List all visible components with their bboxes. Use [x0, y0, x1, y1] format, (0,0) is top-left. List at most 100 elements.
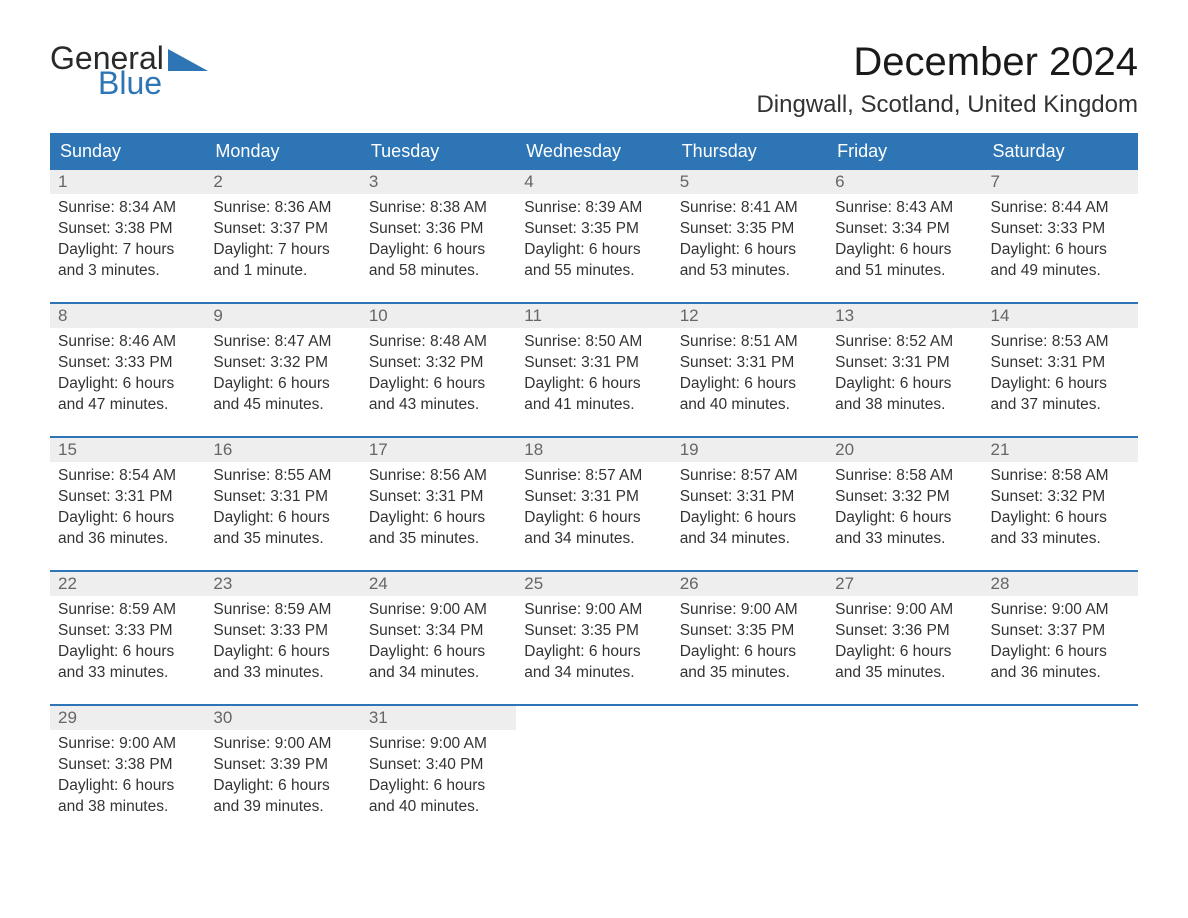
day-number: 4 — [516, 170, 671, 194]
sunrise-line: Sunrise: 8:38 AM — [369, 198, 508, 219]
day-number: 17 — [361, 438, 516, 462]
calendar: Sunday Monday Tuesday Wednesday Thursday… — [50, 133, 1138, 828]
sunrise-line: Sunrise: 8:47 AM — [213, 332, 352, 353]
daylight-line-2: and 41 minutes. — [524, 395, 663, 416]
day-body: Sunrise: 8:52 AMSunset: 3:31 PMDaylight:… — [827, 328, 982, 422]
day-cell: 20Sunrise: 8:58 AMSunset: 3:32 PMDayligh… — [827, 438, 982, 560]
day-cell: 4Sunrise: 8:39 AMSunset: 3:35 PMDaylight… — [516, 170, 671, 292]
daylight-line-1: Daylight: 6 hours — [680, 374, 819, 395]
day-cell — [983, 706, 1138, 828]
day-body: Sunrise: 9:00 AMSunset: 3:38 PMDaylight:… — [50, 730, 205, 824]
day-number: 15 — [50, 438, 205, 462]
sunrise-line: Sunrise: 9:00 AM — [835, 600, 974, 621]
day-cell: 21Sunrise: 8:58 AMSunset: 3:32 PMDayligh… — [983, 438, 1138, 560]
day-number: 28 — [983, 572, 1138, 596]
day-number: 27 — [827, 572, 982, 596]
day-cell: 10Sunrise: 8:48 AMSunset: 3:32 PMDayligh… — [361, 304, 516, 426]
day-body: Sunrise: 8:57 AMSunset: 3:31 PMDaylight:… — [516, 462, 671, 556]
daylight-line-1: Daylight: 6 hours — [213, 374, 352, 395]
weekday-cell: Monday — [205, 135, 360, 168]
logo: General Blue — [50, 40, 208, 102]
day-cell: 11Sunrise: 8:50 AMSunset: 3:31 PMDayligh… — [516, 304, 671, 426]
daylight-line-2: and 33 minutes. — [991, 529, 1130, 550]
daylight-line-2: and 45 minutes. — [213, 395, 352, 416]
location: Dingwall, Scotland, United Kingdom — [756, 91, 1138, 119]
day-body: Sunrise: 8:55 AMSunset: 3:31 PMDaylight:… — [205, 462, 360, 556]
weekday-header-row: Sunday Monday Tuesday Wednesday Thursday… — [50, 133, 1138, 168]
day-body: Sunrise: 8:57 AMSunset: 3:31 PMDaylight:… — [672, 462, 827, 556]
sunrise-line: Sunrise: 8:51 AM — [680, 332, 819, 353]
sunset-line: Sunset: 3:35 PM — [680, 219, 819, 240]
daylight-line-1: Daylight: 6 hours — [213, 642, 352, 663]
day-body: Sunrise: 8:59 AMSunset: 3:33 PMDaylight:… — [205, 596, 360, 690]
sunset-line: Sunset: 3:31 PM — [680, 487, 819, 508]
day-number: 2 — [205, 170, 360, 194]
sunrise-line: Sunrise: 8:54 AM — [58, 466, 197, 487]
day-number: 3 — [361, 170, 516, 194]
sunrise-line: Sunrise: 9:00 AM — [369, 600, 508, 621]
daylight-line-2: and 35 minutes. — [835, 663, 974, 684]
daylight-line-1: Daylight: 6 hours — [680, 642, 819, 663]
daylight-line-1: Daylight: 6 hours — [835, 374, 974, 395]
day-body: Sunrise: 8:44 AMSunset: 3:33 PMDaylight:… — [983, 194, 1138, 288]
sunrise-line: Sunrise: 8:53 AM — [991, 332, 1130, 353]
daylight-line-1: Daylight: 6 hours — [369, 776, 508, 797]
week-row: 29Sunrise: 9:00 AMSunset: 3:38 PMDayligh… — [50, 704, 1138, 828]
sunrise-line: Sunrise: 8:57 AM — [680, 466, 819, 487]
day-cell: 26Sunrise: 9:00 AMSunset: 3:35 PMDayligh… — [672, 572, 827, 694]
daylight-line-1: Daylight: 6 hours — [991, 240, 1130, 261]
daylight-line-1: Daylight: 6 hours — [835, 240, 974, 261]
day-cell — [672, 706, 827, 828]
day-cell: 29Sunrise: 9:00 AMSunset: 3:38 PMDayligh… — [50, 706, 205, 828]
weekday-cell: Wednesday — [516, 135, 671, 168]
daylight-line-2: and 36 minutes. — [58, 529, 197, 550]
sunrise-line: Sunrise: 8:34 AM — [58, 198, 197, 219]
day-cell: 30Sunrise: 9:00 AMSunset: 3:39 PMDayligh… — [205, 706, 360, 828]
day-body: Sunrise: 8:46 AMSunset: 3:33 PMDaylight:… — [50, 328, 205, 422]
daylight-line-2: and 33 minutes. — [58, 663, 197, 684]
day-number: 1 — [50, 170, 205, 194]
sunset-line: Sunset: 3:36 PM — [835, 621, 974, 642]
day-number: 8 — [50, 304, 205, 328]
daylight-line-1: Daylight: 6 hours — [991, 642, 1130, 663]
daylight-line-2: and 38 minutes. — [835, 395, 974, 416]
sunrise-line: Sunrise: 8:58 AM — [991, 466, 1130, 487]
sunrise-line: Sunrise: 8:56 AM — [369, 466, 508, 487]
daylight-line-1: Daylight: 6 hours — [213, 508, 352, 529]
day-cell: 1Sunrise: 8:34 AMSunset: 3:38 PMDaylight… — [50, 170, 205, 292]
day-body: Sunrise: 8:51 AMSunset: 3:31 PMDaylight:… — [672, 328, 827, 422]
sunrise-line: Sunrise: 8:39 AM — [524, 198, 663, 219]
daylight-line-2: and 1 minute. — [213, 261, 352, 282]
day-body: Sunrise: 8:54 AMSunset: 3:31 PMDaylight:… — [50, 462, 205, 556]
day-body: Sunrise: 8:36 AMSunset: 3:37 PMDaylight:… — [205, 194, 360, 288]
sunset-line: Sunset: 3:34 PM — [369, 621, 508, 642]
sunset-line: Sunset: 3:33 PM — [991, 219, 1130, 240]
day-number: 5 — [672, 170, 827, 194]
day-cell: 15Sunrise: 8:54 AMSunset: 3:31 PMDayligh… — [50, 438, 205, 560]
sunset-line: Sunset: 3:31 PM — [991, 353, 1130, 374]
week-row: 1Sunrise: 8:34 AMSunset: 3:38 PMDaylight… — [50, 168, 1138, 292]
daylight-line-1: Daylight: 6 hours — [524, 642, 663, 663]
sunrise-line: Sunrise: 8:55 AM — [213, 466, 352, 487]
day-cell: 27Sunrise: 9:00 AMSunset: 3:36 PMDayligh… — [827, 572, 982, 694]
daylight-line-2: and 40 minutes. — [369, 797, 508, 818]
day-body: Sunrise: 8:58 AMSunset: 3:32 PMDaylight:… — [827, 462, 982, 556]
sunrise-line: Sunrise: 8:41 AM — [680, 198, 819, 219]
day-number: 7 — [983, 170, 1138, 194]
sunset-line: Sunset: 3:36 PM — [369, 219, 508, 240]
day-cell: 17Sunrise: 8:56 AMSunset: 3:31 PMDayligh… — [361, 438, 516, 560]
sunrise-line: Sunrise: 8:48 AM — [369, 332, 508, 353]
sunset-line: Sunset: 3:39 PM — [213, 755, 352, 776]
logo-triangle-icon — [168, 49, 208, 71]
day-cell: 19Sunrise: 8:57 AMSunset: 3:31 PMDayligh… — [672, 438, 827, 560]
daylight-line-1: Daylight: 6 hours — [835, 508, 974, 529]
daylight-line-2: and 38 minutes. — [58, 797, 197, 818]
day-body: Sunrise: 8:38 AMSunset: 3:36 PMDaylight:… — [361, 194, 516, 288]
daylight-line-1: Daylight: 6 hours — [680, 508, 819, 529]
day-cell: 8Sunrise: 8:46 AMSunset: 3:33 PMDaylight… — [50, 304, 205, 426]
daylight-line-1: Daylight: 6 hours — [524, 508, 663, 529]
day-body: Sunrise: 8:48 AMSunset: 3:32 PMDaylight:… — [361, 328, 516, 422]
day-number: 21 — [983, 438, 1138, 462]
day-cell: 23Sunrise: 8:59 AMSunset: 3:33 PMDayligh… — [205, 572, 360, 694]
sunset-line: Sunset: 3:31 PM — [369, 487, 508, 508]
